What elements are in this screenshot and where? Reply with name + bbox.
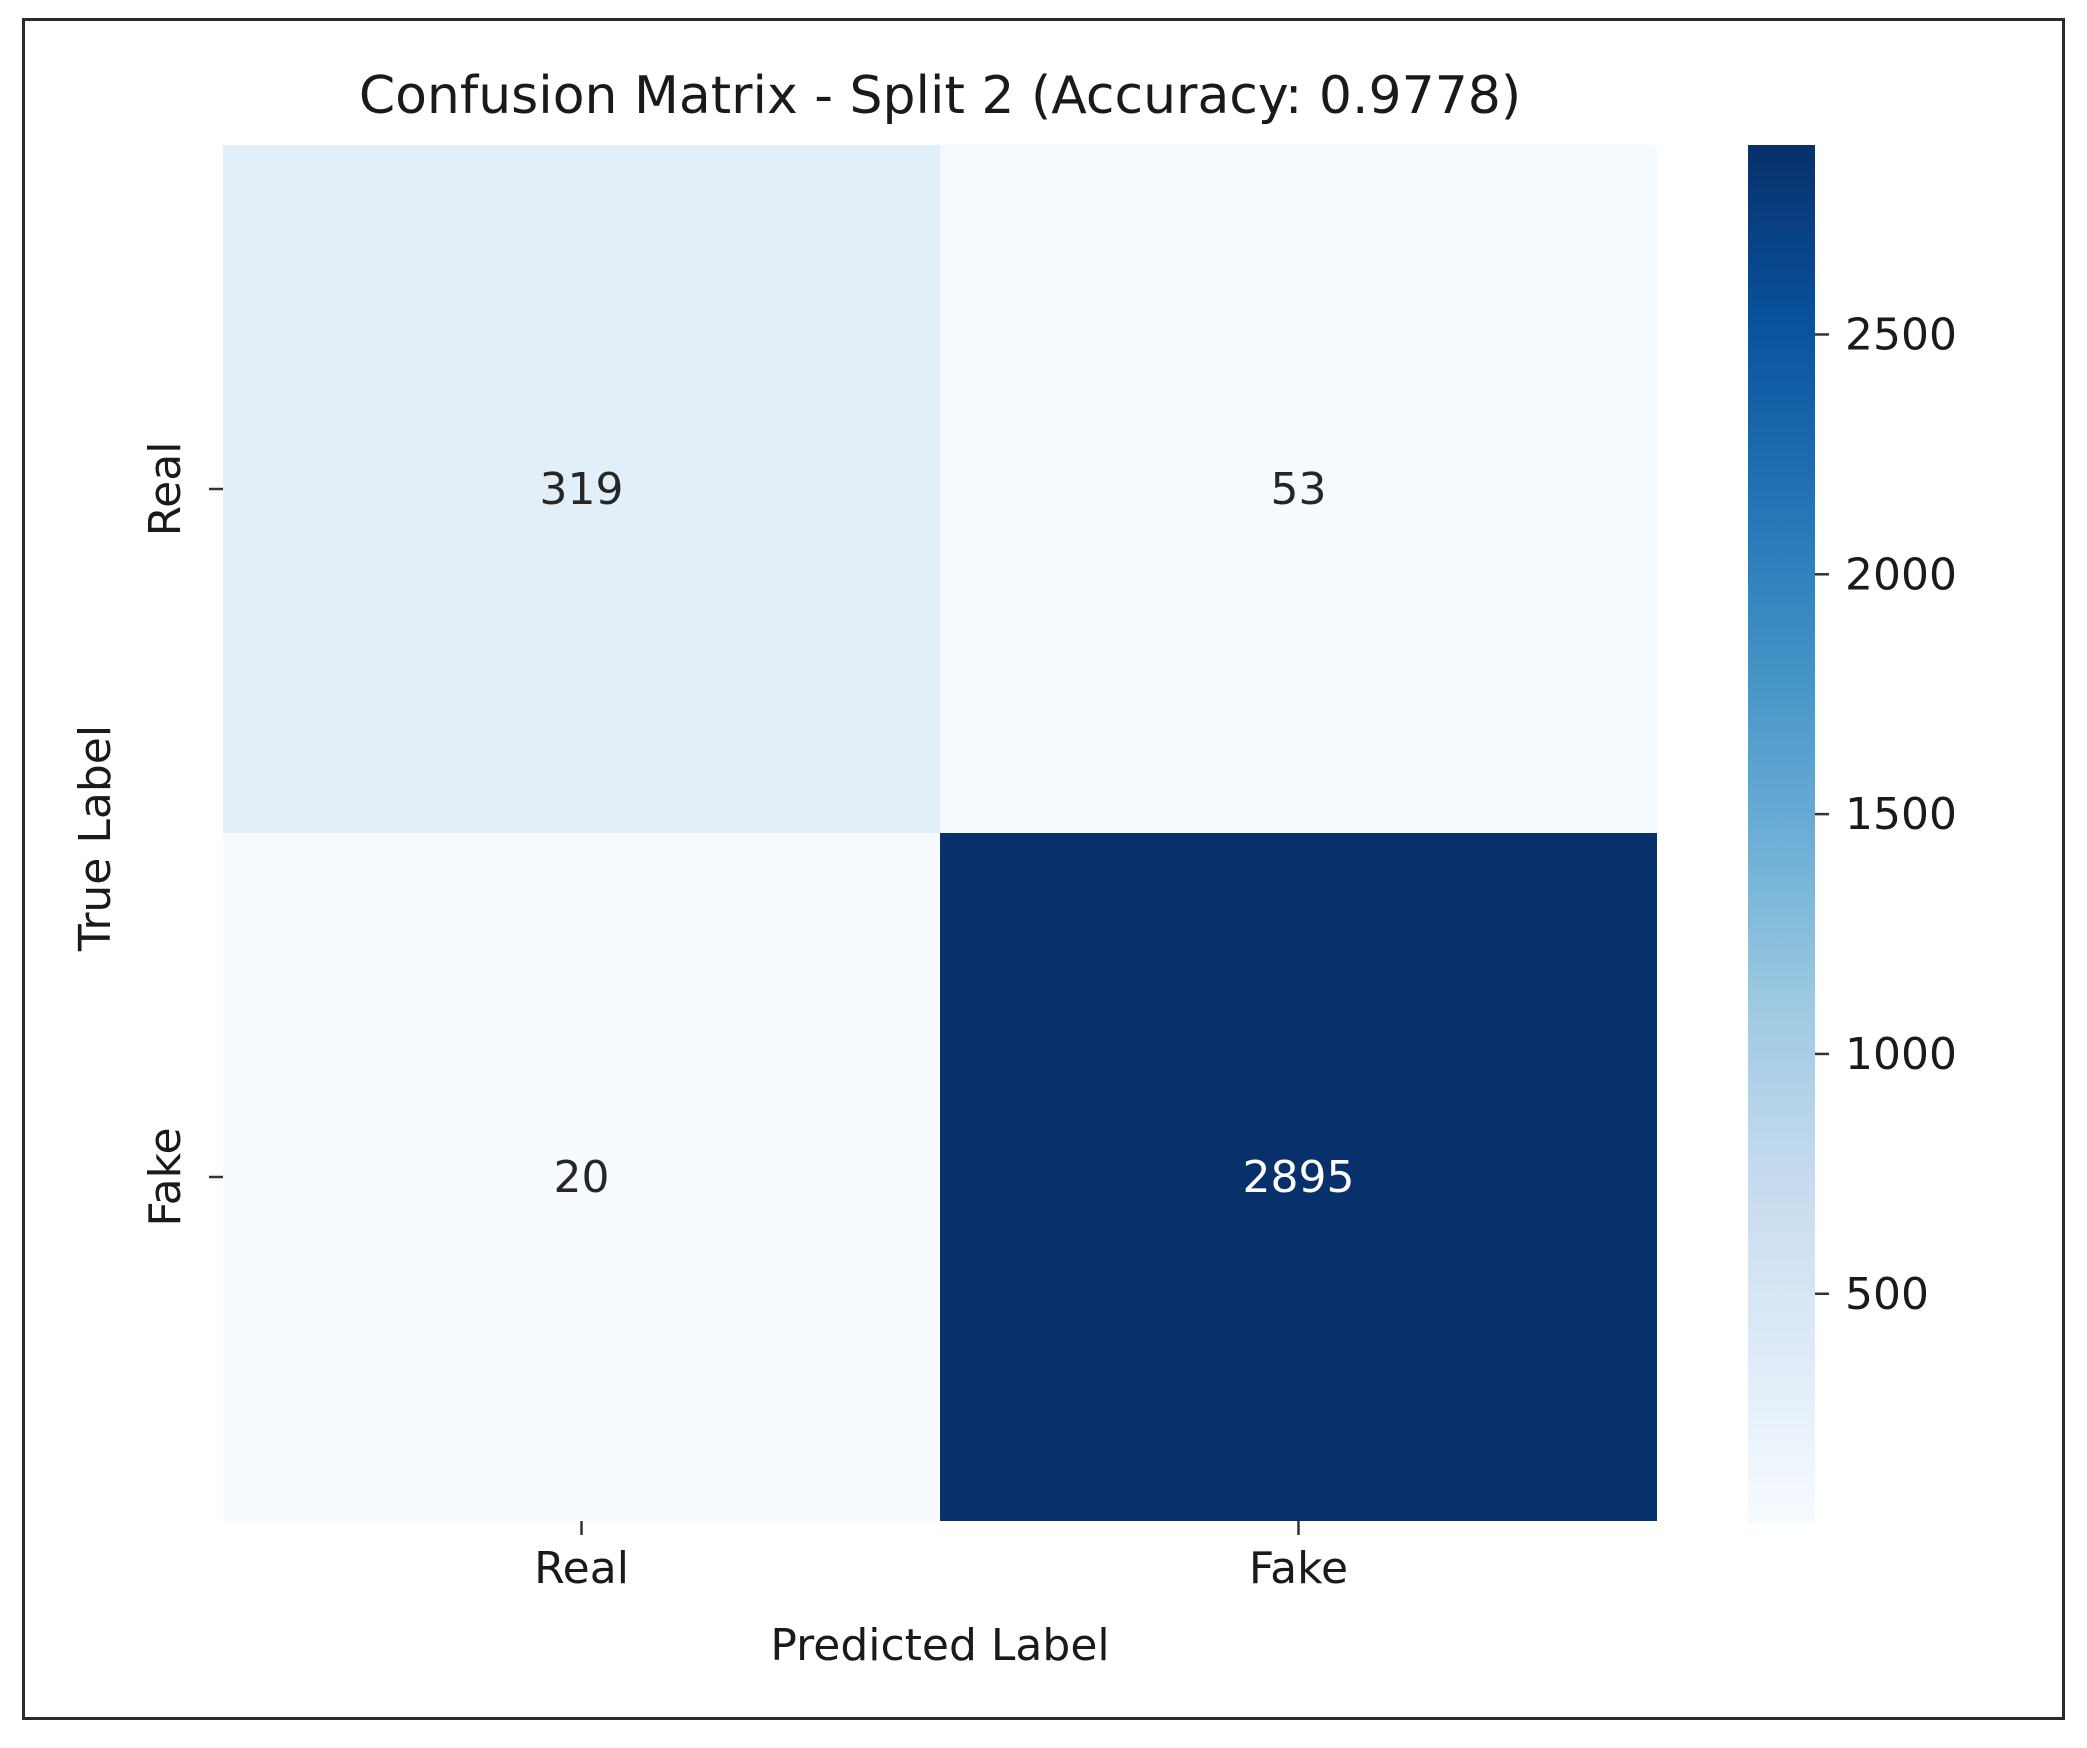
cell-value-label: 319 [540, 464, 624, 515]
heatmap-cell [940, 833, 1657, 1521]
chart-title: Confusion Matrix - Split 2 (Accuracy: 0.… [359, 66, 1521, 126]
cell-value-label: 2895 [1243, 1152, 1355, 1203]
heatmap-cell [940, 145, 1657, 833]
y-axis-label: True Label [70, 725, 121, 952]
colorbar-tick-label: 1000 [1845, 1029, 1957, 1080]
colorbar-tick-label: 1500 [1845, 789, 1957, 840]
colorbar-tick-label: 2500 [1845, 309, 1957, 360]
heatmap-cell [223, 833, 940, 1521]
cell-value-label: 53 [1271, 464, 1327, 515]
colorbar-tick-label: 2000 [1845, 549, 1957, 600]
y-tick-label: Fake [140, 1127, 191, 1226]
colorbar-tick-label: 500 [1845, 1269, 1929, 1320]
cell-value-label: 20 [554, 1152, 610, 1203]
x-tick-label: Real [534, 1543, 629, 1594]
colorbar-gradient [1748, 145, 1815, 1524]
x-tick-label: Fake [1249, 1543, 1348, 1594]
colorbar: 500 1000 1500 2000 2500 [1748, 145, 1957, 1524]
y-tick-label: Real [140, 442, 191, 537]
x-axis-label: Predicted Label [770, 1620, 1109, 1671]
heatmap-cell [223, 145, 940, 833]
